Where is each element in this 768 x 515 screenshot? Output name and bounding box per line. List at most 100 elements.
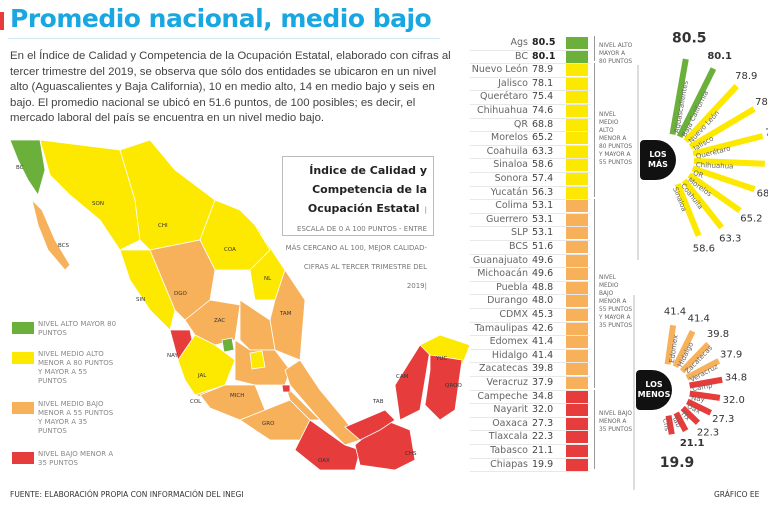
radial-bar [669,58,689,135]
map-label: BCS [58,243,70,249]
level-color-box [566,64,588,77]
map-label: NL [264,276,272,282]
state-score: 58.6 [532,159,554,171]
table-row: Jalisco 78.1 [470,77,590,92]
level-color-box [566,50,588,63]
table-row: Yucatán 56.3 [470,186,590,201]
map-label: GRO [262,421,275,427]
table-row: Campeche 34.8 [470,390,590,405]
state-name: Oaxaca [492,417,528,429]
level-color-box [566,268,588,281]
page-title: Promedio nacional, medio bajo [10,4,432,33]
radial-bar-value: 65.2 [740,214,762,225]
level-color-box [566,431,588,444]
state-score: 21.1 [532,445,554,456]
table-row: Puebla 48.8 [470,281,590,296]
radial-bar [674,182,702,237]
legend-swatch [12,322,34,334]
map-label: ZAC [214,318,225,324]
level-color-box [566,445,588,457]
radial-bar [680,405,701,425]
radial-bar [693,158,765,167]
radial-bar [692,133,764,157]
map-box-note: | ESCALA DE 0 A 100 PUNTOS - ENTRE MÁS C… [285,206,427,290]
state-score: 65.2 [532,132,554,144]
state-name: Sinaloa [493,159,528,171]
radial-bar-label: Chs [661,418,671,433]
bracket-label: NIVEL BAJO MENOR A 35 PUNTOS [599,411,633,434]
level-color-box [566,349,588,362]
state-oax [294,419,361,471]
table-row: Guanajuato 49.6 [470,254,590,269]
bracket-label: NIVEL MEDIO BAJO MENOR A 55 PUNTOS Y MAY… [599,275,633,330]
state-name: Tabasco [490,445,528,456]
map-label: TAB [372,399,384,405]
bracket-label: NIVEL ALTO MAYOR A 80 PUNTOS [599,42,633,65]
table-row: BCS 51.6 [470,240,590,255]
state-name: QR [513,118,528,130]
radial-bar [673,411,689,433]
radial-bar-value: 41.4 [688,314,710,325]
legend-label: NIVEL BAJO MENOR A 35 PUNTOS [38,450,114,467]
radial-bar-label: Hidalgo [676,341,695,368]
radial-bar [689,390,721,401]
level-color-box [566,363,588,376]
state-score: 48.8 [532,281,554,293]
radial-bar-label: Sinaloa [671,186,688,213]
state-score: 42.6 [532,322,554,334]
radial-bar [685,358,721,381]
map-label: JAL [197,373,207,379]
radial-bar [664,324,677,365]
map-label: BC [16,165,24,171]
map-label: CHS [405,451,417,457]
table-row: Querétaro 75.4 [470,90,590,105]
radial-bar-value: 21.1 [680,438,705,449]
table-row: Edomex 41.4 [470,335,590,350]
state-bcs [31,198,71,271]
table-row: Nuevo León 78.9 [470,63,590,78]
map-label: YUC [435,356,447,362]
radial-bar-label: Aguascalientes [673,80,690,134]
table-row: CDMX 45.3 [470,308,590,323]
state-score: 53.1 [532,227,554,239]
state-name: Guerrero [485,213,528,225]
radial-bar-label: Baja California [680,89,710,138]
state-name: Coahuila [486,145,528,157]
radial-bar [672,329,696,368]
radial-bar-value: 63.3 [719,233,741,244]
radial-bar-label: Veracruz [689,362,720,384]
table-row: Chiapas 19.9 [470,458,590,473]
radial-bar-value: 22.3 [697,428,719,439]
state-name: Hidalgo [491,349,528,361]
level-color-box [566,309,588,321]
radial-bar-label: Querétaro [695,144,731,160]
state-score: 32.0 [532,404,554,416]
state-name: BC [515,50,528,62]
state-tlx [281,384,291,393]
state-score: 80.5 [532,37,556,48]
state-name: BCS [508,241,528,252]
state-name: Querétaro [480,91,528,103]
state-tab [344,409,396,441]
level-color-box [566,458,588,471]
radial-bar-label: Jalisco [691,134,715,153]
level-bracket [594,63,595,198]
level-color-box [566,37,588,49]
level-color-box [566,159,588,172]
level-bracket [594,389,595,470]
state-name: Campeche [477,390,528,402]
state-score: 74.6 [532,105,554,116]
level-color-box [566,227,588,240]
table-row: BC 80.1 [470,50,590,65]
table-row: Tlaxcala 22.3 [470,430,590,445]
radial-bar-label: Chihuahua [696,161,734,170]
state-score: 22.3 [532,431,554,443]
radial-bar-label: Oax [686,402,702,415]
map-title-box: Índice de Calidad y Competencia de la Oc… [282,156,434,290]
table-row: Zacatecas 39.8 [470,362,590,377]
radial-bar [681,178,724,230]
state-name: Morelos [491,132,528,144]
state-name: Tlaxcala [488,431,528,443]
map-label: COL [190,399,202,405]
